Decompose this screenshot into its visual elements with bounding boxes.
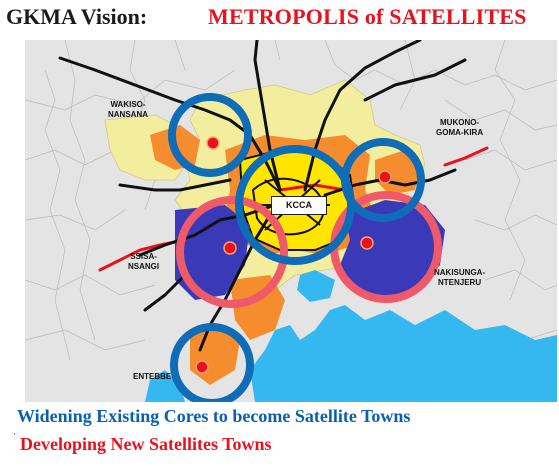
ssisa-ring [176,196,288,308]
bay-water [145,370,185,402]
title-prefix: GKMA Vision: [6,4,148,29]
map-canvas [25,40,557,402]
road-southwest [143,273,187,312]
wakiso-ring [168,93,252,177]
label-ssisa-nsangi: SSISA- NSANGI [128,252,160,271]
core-dots [195,136,392,374]
entebbe-core-dot [195,360,209,374]
label-entebbe: ENTEBBE [133,372,172,381]
road-west [138,203,277,257]
slide-title: METROPOLIS of SATELLITES [208,4,527,29]
header: GKMA Vision: METROPOLIS of SATELLITES [0,0,559,36]
label-wakiso-nansana: WAKISO- NANSANA [108,100,148,119]
rail-east [443,146,489,167]
label-kcca: KCCA [271,196,327,215]
wakiso-core-dot [206,136,220,150]
nakisunga-blue-zone [340,200,445,300]
road-northeast-2 [363,58,467,102]
road-northwest [58,56,282,192]
mukono-core-dot [378,170,392,184]
lake-water [250,305,557,402]
road-westmid [118,178,232,192]
murchison-bay [297,270,335,302]
ssisa-blue-zone [175,205,250,300]
bullet-mark: ' [14,432,16,441]
label-mukono-goma-kira: MUKONO- GOMA-KIRA [436,118,484,137]
label-nakisunga-ntenjeru: NAKISUNGA- NTENJERU [434,268,486,287]
metropolis-map [25,40,557,402]
legend-new-satellites: Developing New Satellites Towns [20,434,272,454]
nakisunga-core-dot [360,236,374,250]
kcca-ring [235,145,355,265]
entebbe-ring [170,323,254,402]
ssisa-core-dot [223,241,237,255]
legend-existing-cores: Widening Existing Cores to become Satell… [17,406,411,426]
existing-core-rings [168,93,425,402]
